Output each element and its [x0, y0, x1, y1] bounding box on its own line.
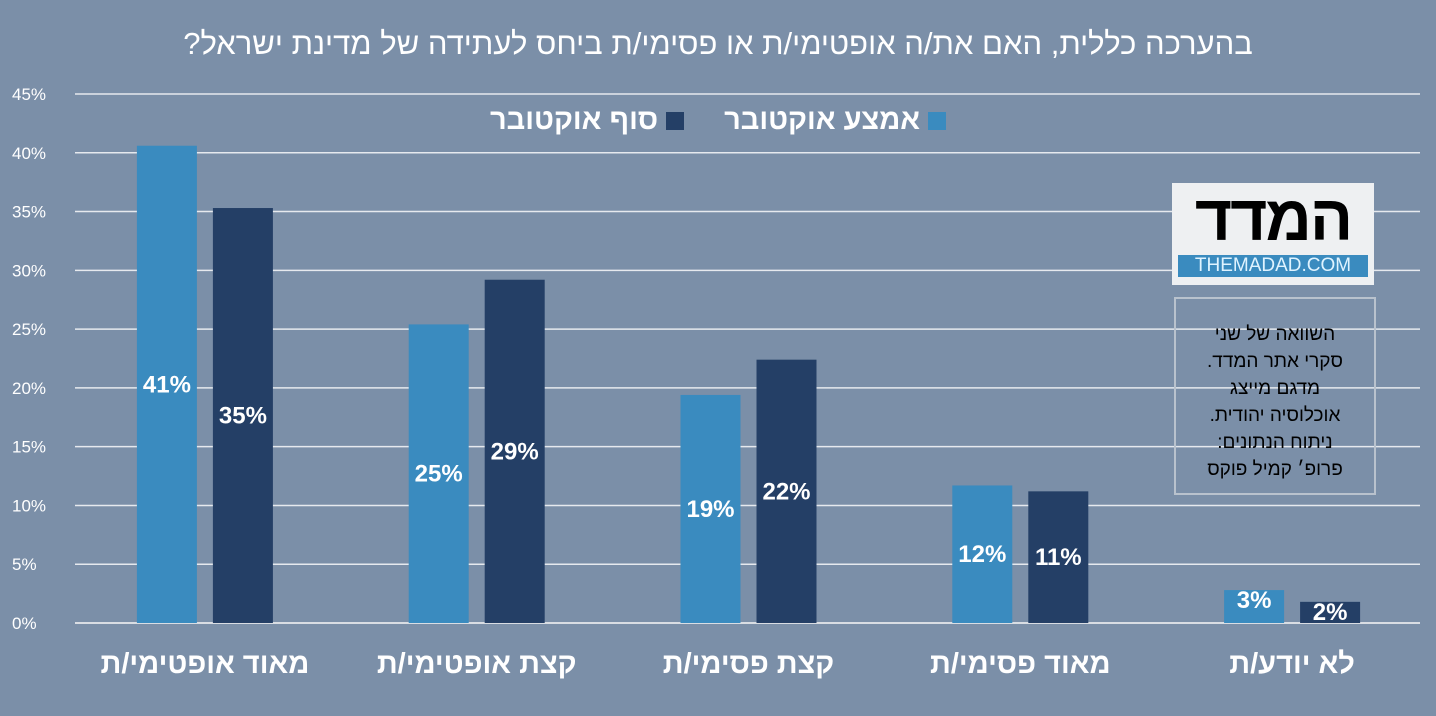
note-line: סקרי אתר המדד. [1207, 351, 1343, 372]
chart-title: בהערכה כללית, האם את/ה אופטימי/ת או פסימ… [183, 26, 1253, 61]
bar [952, 485, 1013, 623]
data-label: 11% [1035, 544, 1082, 571]
themadad-logo: המדד THEMADAD.COM [1172, 183, 1374, 285]
note-line: ניתוח הנתונים: [1217, 432, 1333, 453]
legend-swatch [928, 111, 947, 130]
bar [484, 279, 545, 623]
x-category-label: לא יודע/ת [1229, 648, 1355, 680]
data-label: 29% [491, 438, 539, 465]
bar [1224, 590, 1285, 623]
data-label: 19% [686, 496, 734, 523]
legend-label: אמצע אוקטובר [724, 104, 921, 136]
y-tick-label: 30% [12, 261, 46, 280]
data-label: 3% [1237, 587, 1272, 614]
legend: אמצע אוקטובר סוף אוקטובר [0, 104, 1436, 137]
y-tick-label: 0% [12, 614, 37, 633]
x-category-label: מאוד פסימי/ת [930, 648, 1111, 680]
data-label: 41% [143, 371, 191, 398]
logo-english: THEMADAD.COM [1178, 255, 1368, 277]
y-tick-label: 45% [12, 85, 46, 104]
legend-swatch [666, 111, 685, 130]
y-tick-label: 5% [12, 555, 37, 574]
legend-label: סוף אוקטובר [489, 104, 659, 136]
y-tick-label: 25% [12, 320, 46, 339]
bar [212, 208, 273, 624]
logo-hebrew: המדד [1194, 182, 1353, 254]
bar [408, 324, 469, 623]
methodology-note: השוואה של שני סקרי אתר המדד. מדגם מייצג … [1174, 297, 1376, 495]
bar [1300, 601, 1361, 623]
legend-item-mid-october: אמצע אוקטובר [724, 104, 947, 137]
note-line: אוכלוסיה יהודית. [1209, 405, 1341, 426]
y-tick-label: 10% [12, 496, 46, 515]
legend-item-end-october: סוף אוקטובר [489, 104, 685, 137]
data-label: 35% [219, 403, 267, 430]
y-tick-label: 40% [12, 144, 46, 163]
bar [1028, 491, 1089, 623]
note-line: פרופ׳ קמיל פוקס [1207, 459, 1343, 480]
y-tick-label: 20% [12, 379, 46, 398]
bar [136, 145, 197, 624]
data-label: 22% [762, 478, 810, 505]
bar [756, 359, 817, 623]
data-label: 25% [415, 461, 463, 488]
note-line: השוואה של שני [1214, 324, 1336, 345]
x-category-label: קצת אופטימי/ת [377, 648, 577, 680]
y-tick-label: 35% [12, 203, 46, 222]
y-tick-label: 15% [12, 438, 46, 457]
x-category-label: קצת פסימי/ת [663, 648, 835, 680]
data-label: 2% [1313, 599, 1348, 626]
bar [680, 394, 741, 623]
x-category-label: מאוד אופטימי/ת [101, 648, 310, 680]
note-line: מדגם מייצג [1229, 378, 1321, 399]
data-label: 12% [958, 541, 1006, 568]
